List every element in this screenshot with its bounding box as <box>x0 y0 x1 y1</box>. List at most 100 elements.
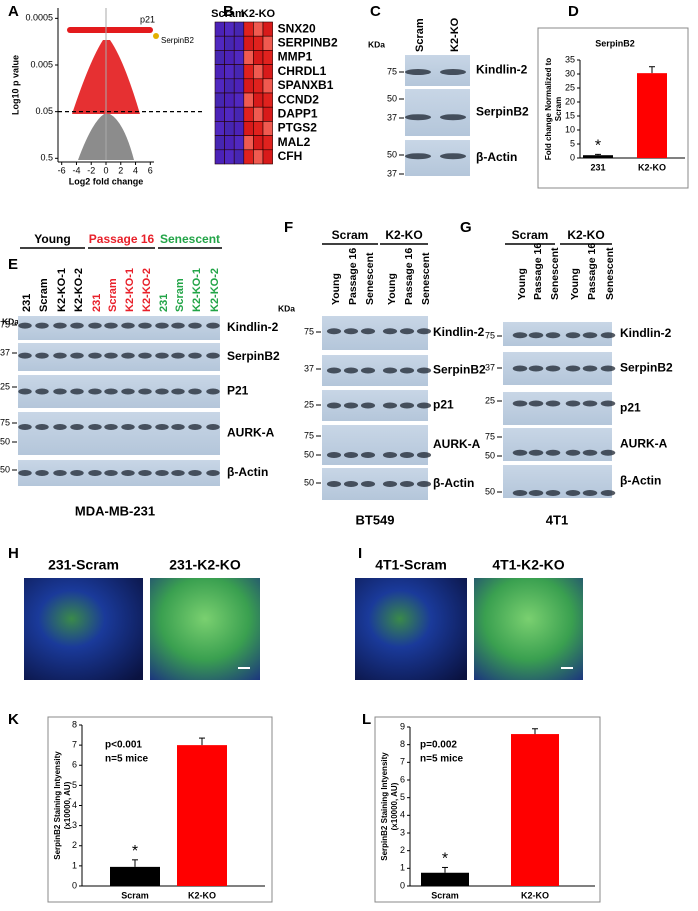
group-label: K2-KO <box>385 228 422 242</box>
blot-band <box>399 402 415 409</box>
blot-band <box>360 452 376 458</box>
blot-band <box>582 449 598 456</box>
blot-band <box>360 402 376 409</box>
bar <box>110 866 160 886</box>
blot-band <box>18 424 32 431</box>
protein-label: β-Actin <box>620 474 661 488</box>
heatmap-cell <box>233 149 245 165</box>
blot-band <box>405 153 431 160</box>
protein-label: P21 <box>227 384 249 398</box>
heatmap-cell <box>253 50 264 65</box>
y-axis-label: SerpinB2 Staining Intyensity <box>53 751 62 860</box>
blot-band <box>405 114 431 121</box>
volcano-cloud <box>67 8 159 160</box>
blot-band <box>206 424 220 431</box>
cell-line-label: MDA-MB-231 <box>75 503 155 518</box>
y-tick-label: 0.0005 <box>25 13 53 23</box>
blot-band <box>343 367 359 374</box>
x-tick-label: 4 <box>133 165 138 175</box>
lane-label: Young <box>330 273 342 305</box>
mw-marker: 37 <box>0 347 10 357</box>
image-title: 231-K2-KO <box>169 557 241 573</box>
heatmap-cell <box>253 106 264 122</box>
blot-band <box>343 328 359 335</box>
chart-frame <box>537 27 689 189</box>
heatmap-cell <box>233 135 245 151</box>
heatmap-cell <box>253 21 264 37</box>
heatmap-cell <box>224 106 235 122</box>
heatmap-cell <box>243 50 254 65</box>
kda-label: KDa <box>2 316 19 326</box>
mw-marker: 50 <box>304 477 314 487</box>
heatmap-cell <box>214 50 225 65</box>
blot-band <box>35 322 49 329</box>
blot-band <box>416 481 432 487</box>
panel-letter: A <box>8 3 19 20</box>
x-tick-label: K2-KO <box>638 162 666 172</box>
lane-label: Senescent <box>364 252 376 305</box>
blot-band <box>512 332 528 339</box>
blot-band <box>399 452 415 458</box>
gene-label: CFH <box>278 149 303 163</box>
y-tick-label: 6 <box>400 774 405 784</box>
y-tick-label: 10 <box>565 124 575 134</box>
gene-label: SERPINB2 <box>278 35 338 49</box>
chart-frame <box>374 716 601 903</box>
heatmap-cell <box>262 121 273 136</box>
blot-band <box>416 402 432 409</box>
blot-band <box>155 322 169 329</box>
blot-strip <box>405 89 470 136</box>
heatmap-cell <box>253 121 264 136</box>
mw-marker: 75 <box>0 417 10 427</box>
blot-band <box>326 402 342 409</box>
blot-band <box>382 402 398 409</box>
mw-marker: 50 <box>304 449 314 459</box>
blot-band <box>206 470 220 476</box>
lane-label: Senescent <box>420 252 432 305</box>
blot-band <box>155 470 169 476</box>
mw-marker: 75 <box>387 66 397 76</box>
blot-band <box>70 470 84 476</box>
blot-band <box>104 470 118 476</box>
blot-band <box>138 388 152 395</box>
blot-band <box>70 388 84 395</box>
blot-band <box>545 332 561 339</box>
heatmap-cell <box>253 64 264 80</box>
blot-band <box>528 400 544 407</box>
panel-letter: I <box>358 545 362 562</box>
heatmap-cell <box>262 21 273 37</box>
blot-band <box>155 424 169 431</box>
y-axis-label: (x10000, AU) <box>63 781 72 829</box>
panel-letter: B <box>223 3 234 20</box>
blot-band <box>35 424 49 431</box>
blot-band <box>206 322 220 329</box>
blot-band <box>405 69 431 76</box>
heatmap-cell <box>243 121 254 136</box>
stat-annotation: n=5 mice <box>420 754 464 765</box>
image-title: 231-Scram <box>48 557 119 573</box>
heatmap-cell <box>243 78 254 94</box>
fluorescence-image <box>474 578 583 680</box>
heatmap-cell <box>224 35 235 51</box>
group-label: Young <box>34 232 70 246</box>
blot-band <box>343 481 359 487</box>
lane-label: Young <box>569 268 581 300</box>
y-tick-label: 9 <box>400 721 405 731</box>
stat-annotation: p=0.002 <box>420 740 457 751</box>
kda-label: KDa <box>368 39 385 49</box>
heatmap-cell <box>262 135 273 151</box>
lane-label: Scram <box>38 278 50 312</box>
y-tick-label: 5 <box>72 780 77 790</box>
blot-band <box>565 490 581 497</box>
gene-label: DAPP1 <box>278 106 318 120</box>
y-tick-label: 5 <box>570 138 575 148</box>
blot-band <box>138 352 152 359</box>
chart-title: SerpinB2 <box>595 38 635 48</box>
blot-band <box>600 490 616 497</box>
heatmap-cell <box>253 149 264 165</box>
blot-band <box>545 365 561 372</box>
protein-label: Kindlin-2 <box>620 326 672 340</box>
gene-label: MMP1 <box>278 50 313 64</box>
blot-band <box>512 365 528 372</box>
heatmap-cell <box>224 64 235 80</box>
